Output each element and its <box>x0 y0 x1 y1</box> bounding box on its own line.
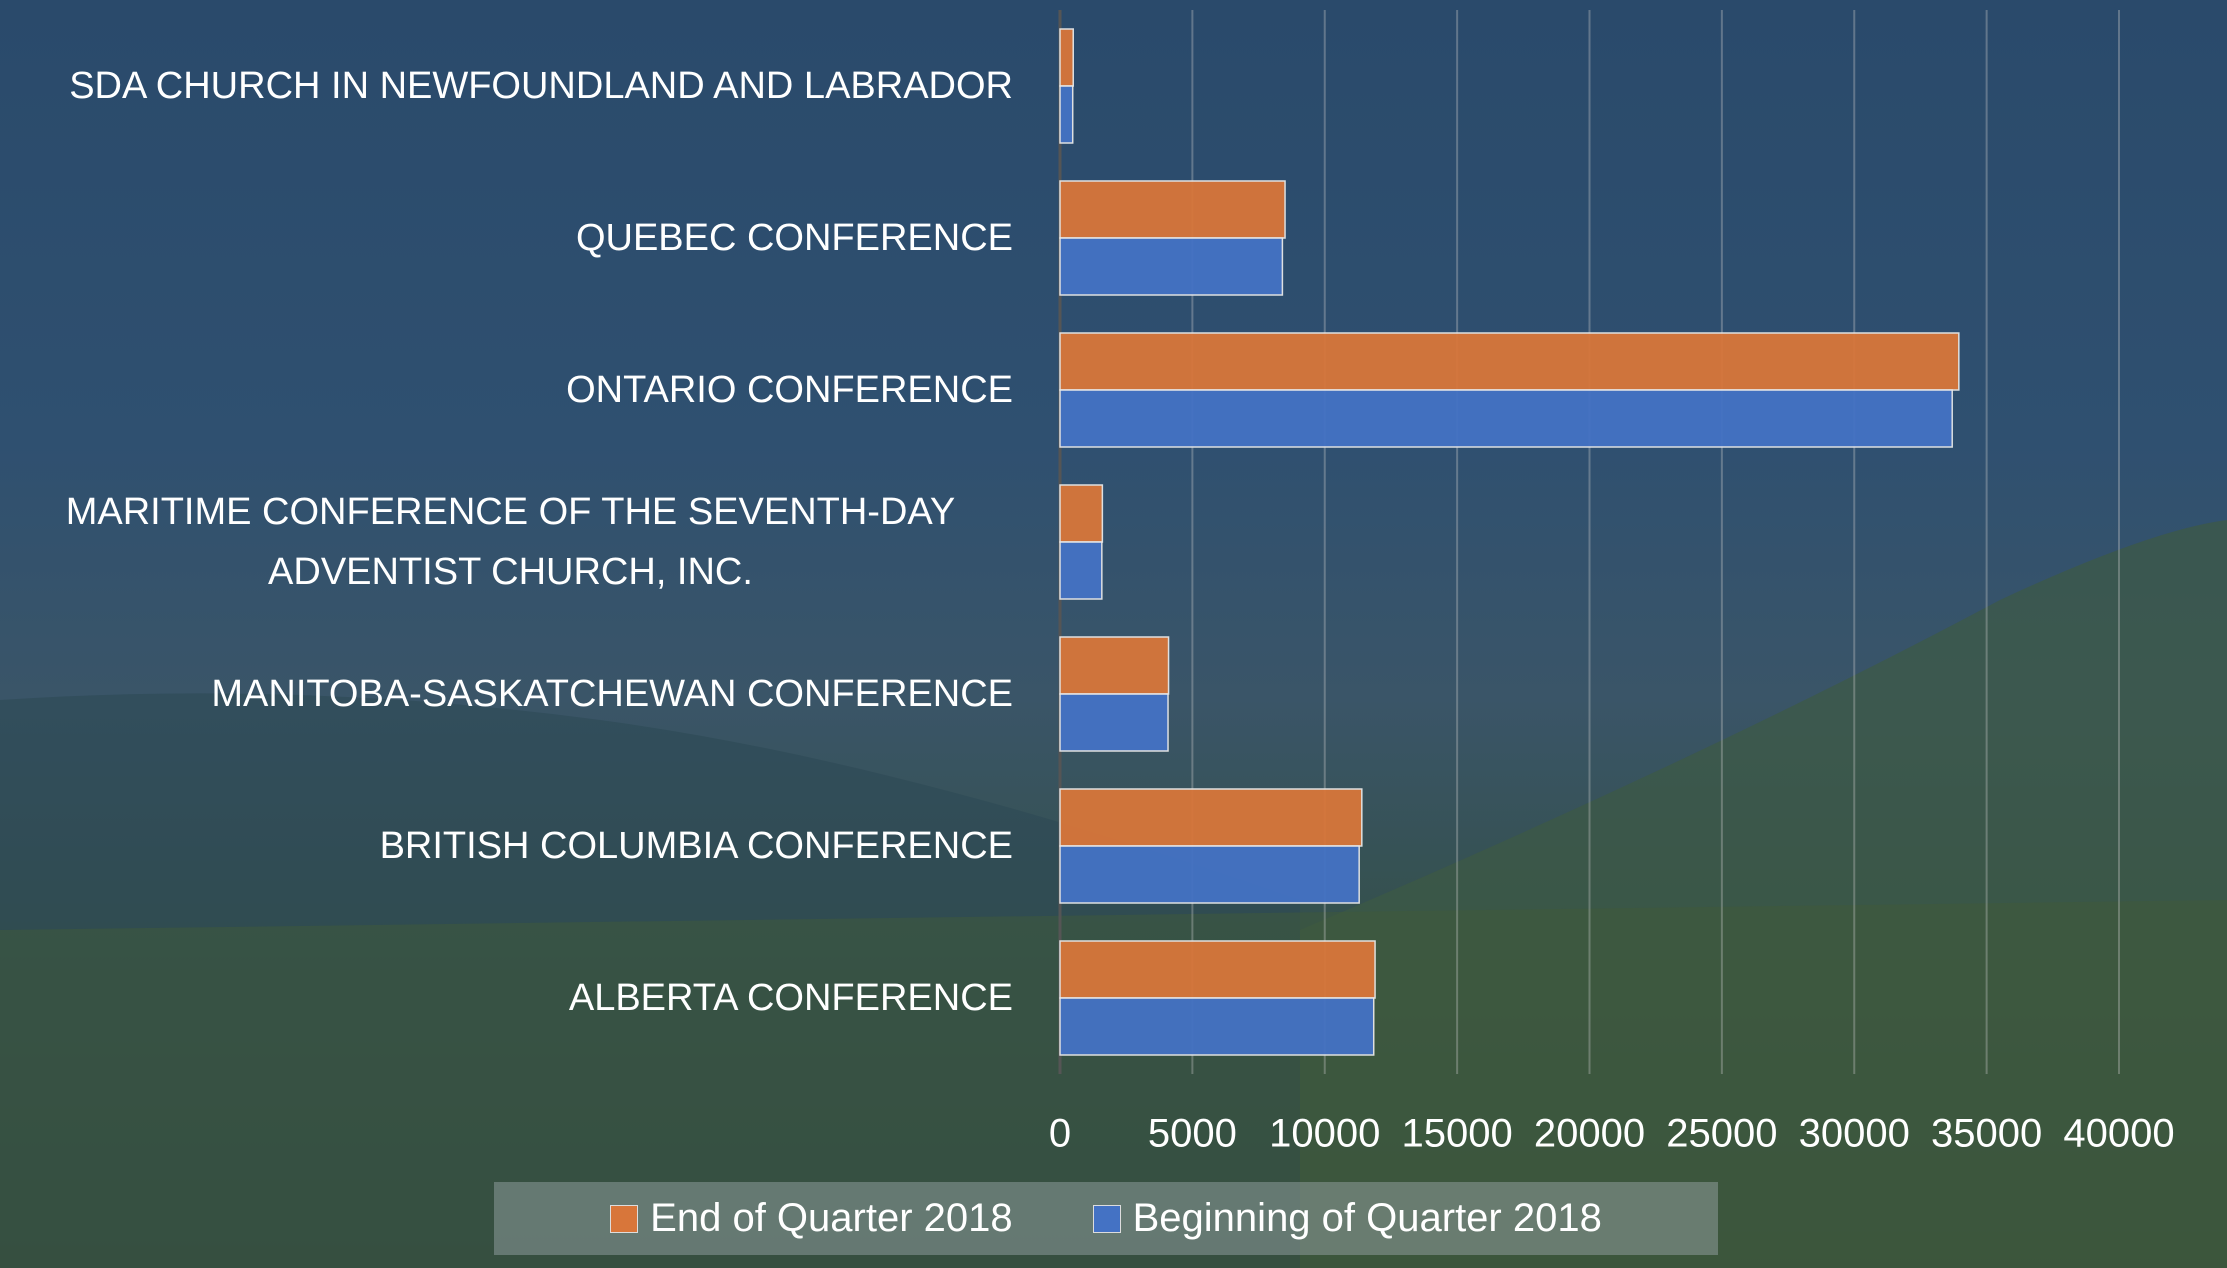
legend: End of Quarter 2018 Beginning of Quarter … <box>494 1182 1718 1255</box>
x-tick-label: 40000 <box>2063 1112 2174 1156</box>
bar <box>1060 485 1102 542</box>
y-tick-label: ALBERTA CONFERENCE <box>569 968 1013 1028</box>
slide: 0 5000 10000 15000 20000 25000 30000 35000 40000… <box>0 0 2227 1268</box>
x-tick-label: 30000 <box>1799 1112 1910 1156</box>
y-tick-label: SDA CHURCH IN NEWFOUNDLAND AND LABRADOR <box>69 56 1013 116</box>
bar <box>1060 941 1375 998</box>
category-label-box: ALBERTA CONFERENCE <box>8 922 1013 1074</box>
legend-label: Beginning of Quarter 2018 <box>1133 1196 1602 1241</box>
y-tick-label: BRITISH COLUMBIA CONFERENCE <box>380 816 1013 876</box>
legend-swatch <box>1093 1205 1121 1233</box>
category-label-box: MANITOBA-SASKATCHEWAN CONFERENCE <box>8 618 1013 770</box>
category-label-box: MARITIME CONFERENCE OF THE SEVENTH-DAY A… <box>8 466 1013 618</box>
y-tick-label: QUEBEC CONFERENCE <box>576 208 1013 268</box>
legend-item: Beginning of Quarter 2018 <box>1093 1196 1602 1241</box>
y-tick-label: MANITOBA-SASKATCHEWAN CONFERENCE <box>211 664 1013 724</box>
x-tick-label: 35000 <box>1931 1112 2042 1156</box>
category-label-box: QUEBEC CONFERENCE <box>8 162 1013 314</box>
category-label-box: SDA CHURCH IN NEWFOUNDLAND AND LABRADOR <box>8 10 1013 162</box>
bar <box>1060 181 1285 238</box>
x-tick-label: 25000 <box>1666 1112 1777 1156</box>
category-label-box: ONTARIO CONFERENCE <box>8 314 1013 466</box>
category-label-box: BRITISH COLUMBIA CONFERENCE <box>8 770 1013 922</box>
x-tick-label: 5000 <box>1148 1112 1237 1156</box>
y-tick-label: ONTARIO CONFERENCE <box>566 360 1013 420</box>
bar <box>1060 390 1952 447</box>
y-tick-label: MARITIME CONFERENCE OF THE SEVENTH-DAY A… <box>8 482 1013 602</box>
bar <box>1060 846 1359 903</box>
x-tick-label: 20000 <box>1534 1112 1645 1156</box>
bar <box>1060 998 1374 1055</box>
x-tick-label: 15000 <box>1402 1112 1513 1156</box>
legend-swatch <box>610 1205 638 1233</box>
bar <box>1060 542 1102 599</box>
bar <box>1060 694 1168 751</box>
bar <box>1060 637 1169 694</box>
legend-label: End of Quarter 2018 <box>650 1196 1012 1241</box>
bar <box>1060 29 1073 86</box>
x-tick-label: 0 <box>1049 1112 1071 1156</box>
bar <box>1060 238 1282 295</box>
bar <box>1060 333 1959 390</box>
x-tick-label: 10000 <box>1269 1112 1380 1156</box>
bar <box>1060 789 1362 846</box>
legend-item: End of Quarter 2018 <box>610 1196 1012 1241</box>
bar <box>1060 86 1073 143</box>
